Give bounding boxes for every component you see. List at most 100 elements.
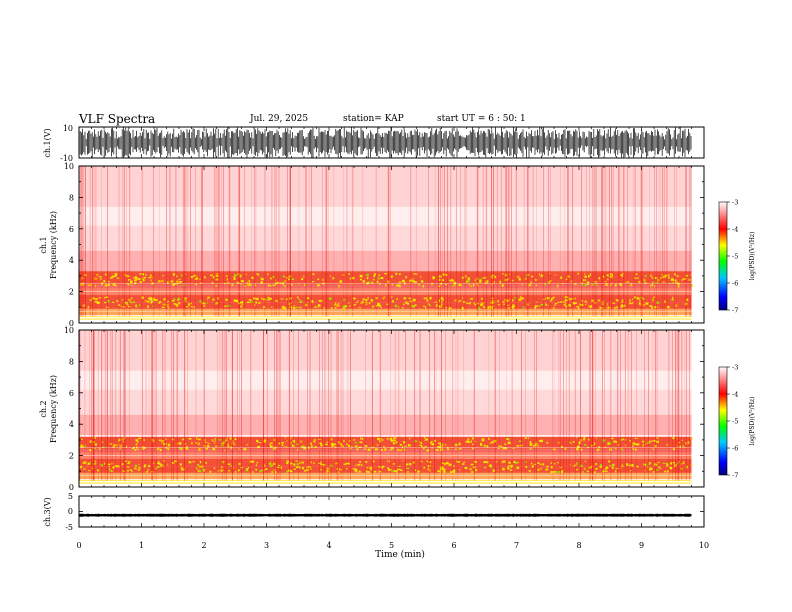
time-tick-label: 0	[76, 541, 81, 550]
spectrogram-speckle	[142, 273, 145, 276]
spectrogram-speckle	[163, 299, 166, 301]
spectrogram-speckle	[407, 302, 410, 305]
spectrogram-speckle	[632, 444, 634, 447]
spectrogram-speckle	[672, 462, 676, 464]
spectrogram-speckle	[401, 307, 404, 309]
spectrogram-speckle	[610, 274, 614, 277]
spectrogram-speckle	[313, 440, 315, 443]
spectrogram-speckle	[280, 466, 282, 469]
spectrogram-speckle	[645, 302, 649, 305]
spectrogram-speckle	[261, 297, 263, 300]
spectrogram-speckle	[378, 274, 381, 277]
spectrogram-speckle	[631, 298, 634, 300]
spectrogram-speckle	[682, 445, 684, 447]
spectrogram-speckle	[109, 443, 113, 445]
spectrogram-speckle	[423, 466, 425, 469]
spectrogram-speckle	[390, 296, 393, 298]
spectrogram-speckle	[550, 466, 553, 469]
spectrogram-speckle	[553, 307, 555, 309]
spectrogram-speckle	[442, 273, 445, 276]
spectrogram-speckle	[225, 298, 228, 301]
spectrogram-speckle	[322, 464, 326, 466]
spectrogram-speckle	[516, 466, 520, 469]
spectrogram-speckle	[682, 278, 686, 280]
spectrogram-speckle	[689, 274, 692, 276]
spectrogram-speckle	[167, 443, 171, 446]
spectrogram-speckle	[605, 306, 607, 309]
spectrogram-speckle	[373, 275, 375, 278]
spectrogram-speckle	[197, 469, 200, 472]
spectrogram-speckle	[647, 463, 651, 466]
spectrogram-speckle	[215, 301, 218, 305]
spectrogram-speckle	[611, 466, 614, 469]
spectrogram-speckle	[79, 465, 83, 469]
spectrogram-speckle	[211, 281, 214, 284]
spectrogram-speckle	[337, 441, 340, 444]
spectrogram-speckle	[185, 447, 189, 450]
spectrogram-speckle	[420, 460, 423, 463]
spectrogram-speckle	[204, 276, 206, 279]
spectrogram-speckle	[629, 470, 632, 472]
spectrogram-speckle	[227, 281, 231, 284]
spectrogram-speckle	[576, 306, 579, 308]
spectrogram-speckle	[112, 445, 115, 449]
time-axis-label: Time (min)	[375, 549, 425, 560]
spectrogram-speckle	[207, 296, 210, 299]
spectrogram-speckle	[397, 468, 399, 471]
spectrogram-speckle	[584, 273, 586, 275]
spectrogram-speckle	[457, 460, 461, 463]
spectrogram-speckle	[408, 437, 411, 440]
spectrogram-speckle	[87, 462, 91, 465]
spectrogram-speckle	[492, 274, 495, 277]
spectrogram-speckle	[685, 442, 687, 445]
spectrogram-speckle	[502, 460, 506, 463]
spectrogram-speckle	[367, 471, 371, 473]
spectrogram-speckle	[472, 466, 476, 469]
spectrogram-speckle	[580, 282, 584, 285]
spectrogram-speckle	[368, 281, 371, 283]
spectrogram-speckle	[609, 276, 612, 278]
spectrogram-speckle	[326, 441, 329, 443]
spectrogram-speckle	[584, 300, 587, 303]
spectrogram-speckle	[409, 279, 412, 282]
spectrogram-speckle	[329, 464, 333, 467]
spectrogram-speckle	[296, 296, 299, 299]
spectrogram-speckle	[499, 280, 502, 283]
ch1-spectrogram-ylabel-freq: Frequency (kHz)	[49, 211, 58, 279]
ch1-waveform-trace	[78, 127, 692, 158]
spectrogram-speckle	[123, 437, 126, 440]
spectrogram-speckle	[303, 284, 306, 287]
spectrogram-speckle	[426, 460, 428, 462]
spectrogram-speckle	[414, 469, 417, 472]
date-label: Jul. 29, 2025	[250, 114, 309, 124]
spectrogram-speckle	[427, 466, 430, 468]
spectrogram-speckle	[507, 438, 510, 441]
spectrogram-speckle	[155, 467, 157, 470]
spectrogram-speckle	[561, 445, 563, 449]
spectrogram-speckle	[584, 284, 587, 287]
spectrogram-speckle	[576, 447, 579, 451]
spectrogram-speckle	[582, 438, 586, 441]
spectrogram-speckle	[636, 277, 639, 279]
spectrogram-speckle	[611, 463, 615, 467]
spectrogram-speckle	[292, 439, 296, 442]
station-label: station= KAP	[343, 114, 404, 124]
spectrogram-speckle	[256, 461, 258, 464]
spectrogram-speckle	[429, 296, 432, 300]
spectrogram-speckle	[440, 448, 444, 451]
spectrogram-speckle	[546, 442, 549, 444]
colorbar-tick-label: -6	[732, 280, 738, 288]
spectrogram-speckle	[361, 300, 364, 304]
spectrogram-speckle	[402, 446, 404, 449]
spectrogram-speckle	[676, 275, 679, 277]
spectrogram-speckle	[590, 305, 593, 308]
spectrogram-speckle	[442, 468, 446, 471]
spectrogram-speckle	[669, 466, 672, 469]
spectrogram-speckle	[364, 448, 367, 451]
spectrogram-speckle	[406, 463, 408, 466]
spectrogram-speckle	[229, 437, 232, 440]
spectrogram-speckle	[638, 300, 642, 302]
spectrogram-speckle	[533, 307, 537, 309]
spectrogram-speckle	[150, 300, 154, 303]
